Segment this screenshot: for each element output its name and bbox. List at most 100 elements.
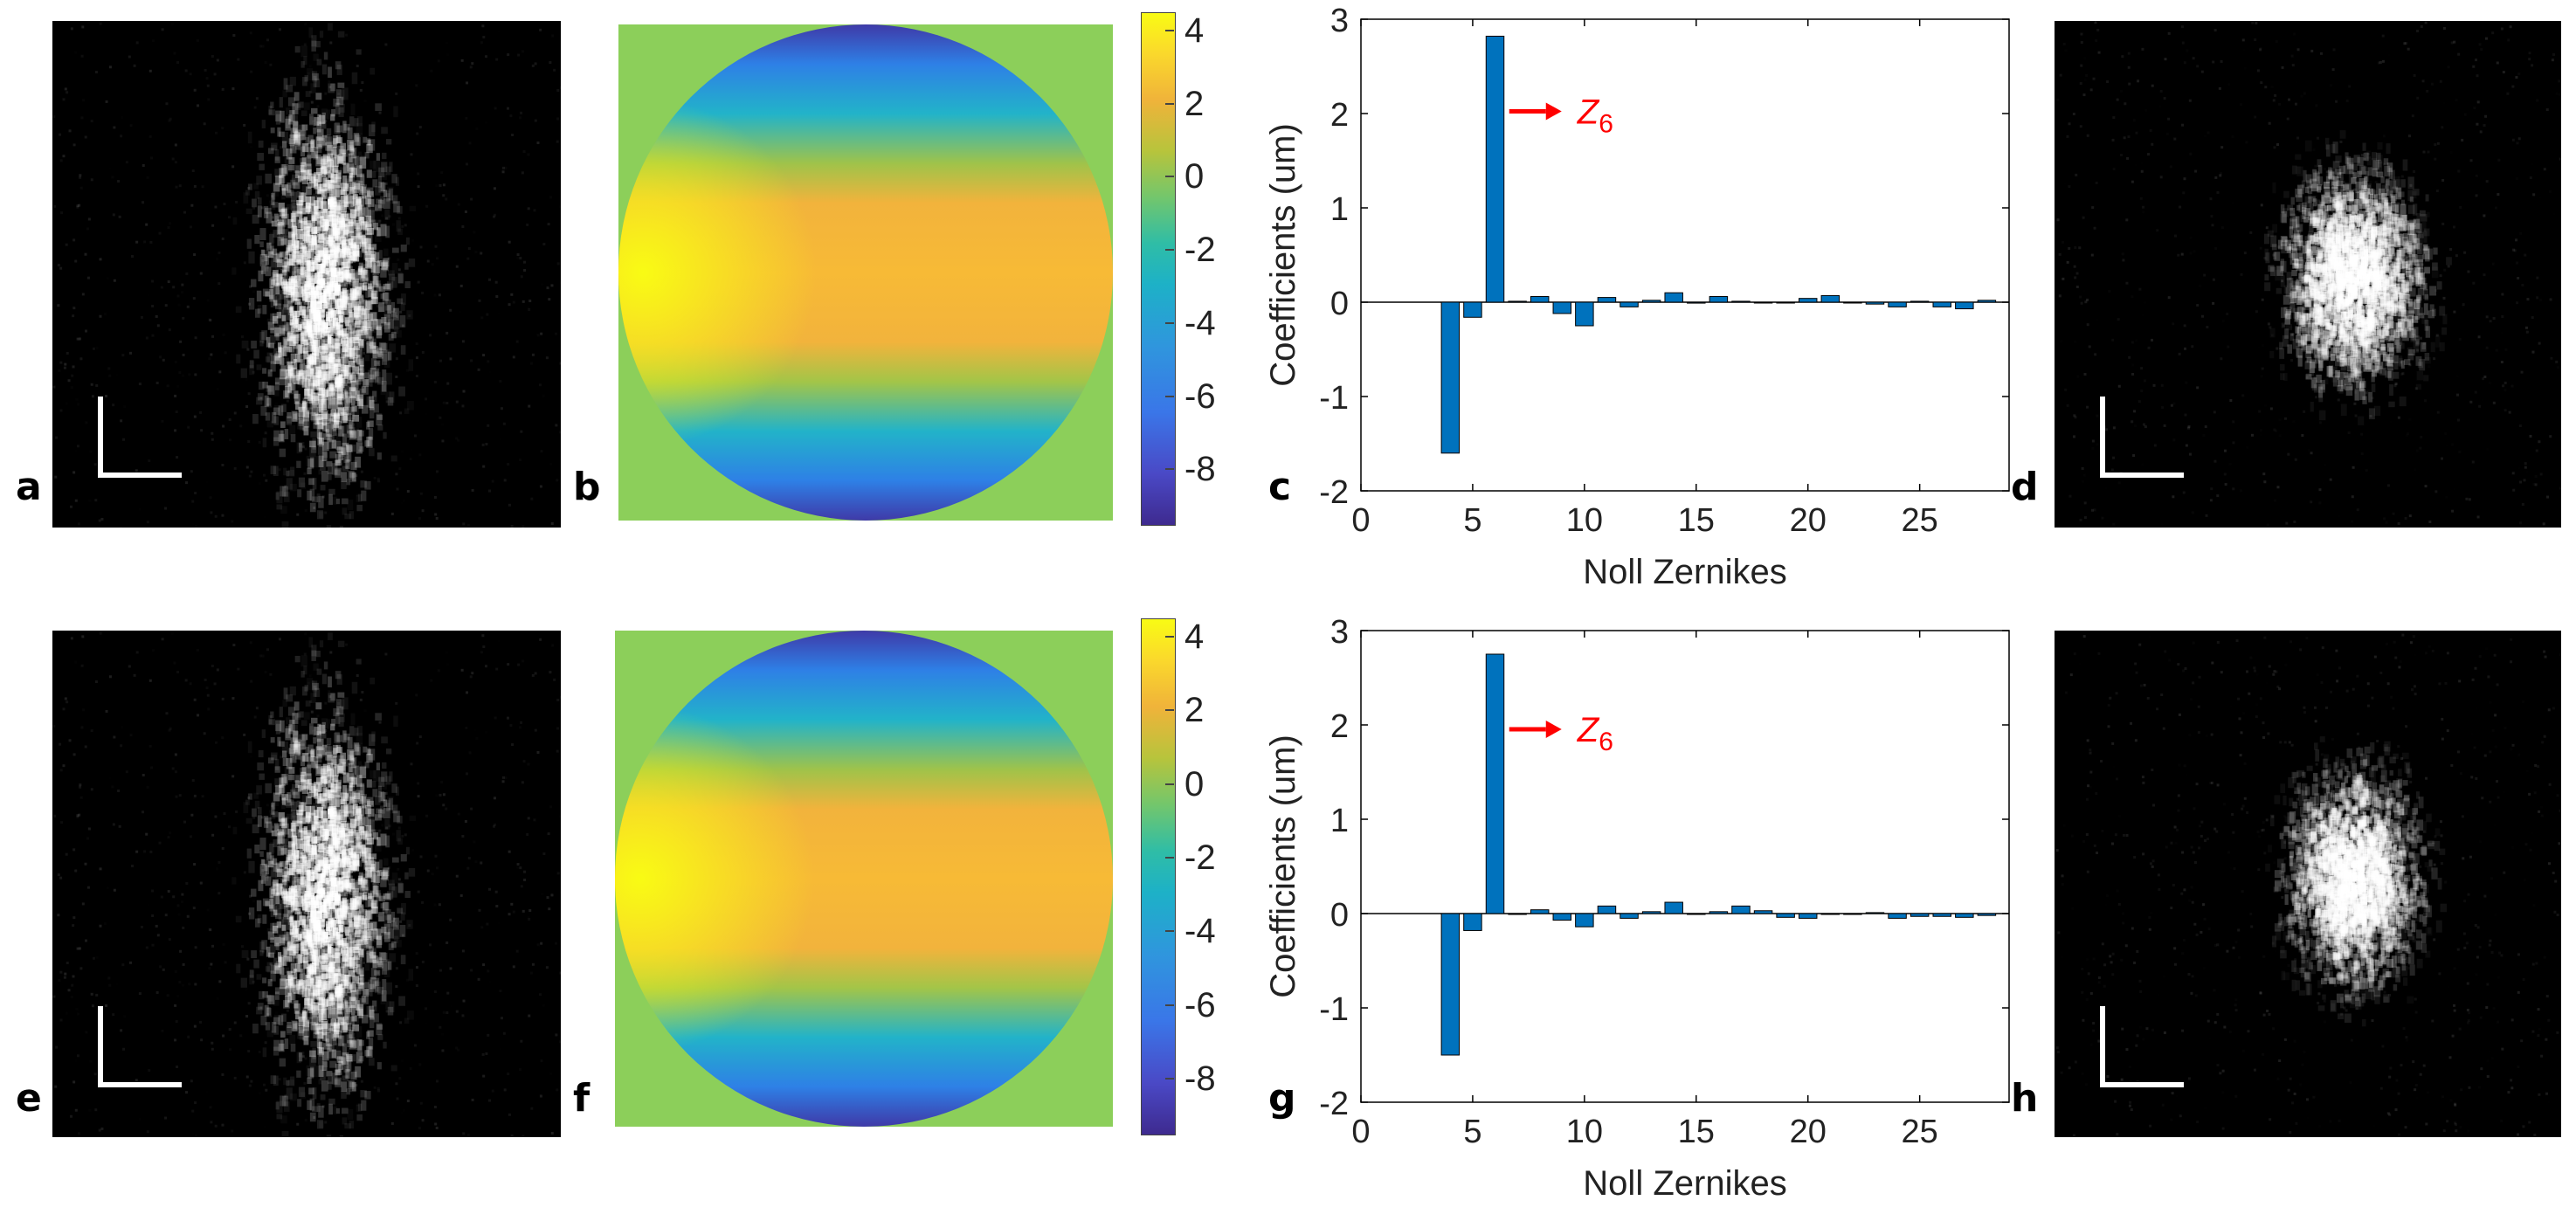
x-tick-label: 25 bbox=[1902, 1114, 1938, 1150]
panel-letter-b: b bbox=[573, 465, 601, 509]
y-tick-label: 1 bbox=[1330, 803, 1349, 839]
bar bbox=[1731, 905, 1751, 914]
bar bbox=[1955, 913, 1974, 918]
colorbar-tick-mark bbox=[1165, 395, 1174, 397]
bar bbox=[1820, 294, 1840, 303]
phase-disk bbox=[618, 24, 1113, 521]
plot-area bbox=[1360, 630, 2010, 1103]
speckle-pattern bbox=[2056, 21, 2561, 526]
bar bbox=[1798, 913, 1818, 919]
colorbar-tick-label: -4 bbox=[1184, 303, 1216, 342]
x-tick-label: 20 bbox=[1790, 1114, 1827, 1150]
bar bbox=[1731, 300, 1751, 303]
bar bbox=[1798, 298, 1818, 303]
bar bbox=[1709, 911, 1729, 914]
colorbar-tick-mark bbox=[1165, 321, 1174, 324]
bar bbox=[1552, 301, 1572, 314]
y-axis-label: Coefficients (um) bbox=[1264, 735, 1302, 998]
scale-bar bbox=[98, 397, 182, 478]
colorbar-tick-mark bbox=[1165, 1077, 1174, 1080]
bar bbox=[1865, 912, 1885, 914]
bar bbox=[1910, 300, 1930, 303]
bar bbox=[1753, 910, 1773, 914]
y-tick-label: -1 bbox=[1319, 991, 1349, 1028]
bar bbox=[1955, 301, 1974, 310]
bar bbox=[1641, 300, 1661, 303]
bar bbox=[1440, 301, 1461, 454]
colorbar bbox=[1141, 618, 1176, 1135]
bar bbox=[1776, 913, 1795, 918]
x-tick-label: 0 bbox=[1351, 1114, 1370, 1150]
annotation-arrow-head bbox=[1545, 102, 1562, 121]
bar bbox=[1932, 913, 1951, 917]
bar bbox=[1552, 913, 1572, 921]
bar bbox=[1753, 301, 1773, 304]
colorbar-tick-label: -6 bbox=[1184, 376, 1216, 416]
x-tick-label: 15 bbox=[1678, 1114, 1715, 1150]
x-tick-label: 5 bbox=[1463, 1114, 1481, 1150]
speckle-pattern bbox=[2055, 633, 2561, 1137]
phase-disk bbox=[615, 631, 1113, 1127]
y-tick-label: 2 bbox=[1330, 708, 1349, 745]
colorbar-tick-mark bbox=[1165, 176, 1174, 178]
speckle-image-d bbox=[2055, 21, 2561, 528]
bar bbox=[1776, 301, 1795, 304]
annotation-label-main: Z bbox=[1577, 711, 1600, 749]
bar bbox=[1888, 913, 1907, 919]
y-tick-label: -2 bbox=[1319, 1086, 1349, 1122]
x-axis-label: Noll Zernikes bbox=[1583, 1164, 1786, 1203]
bar bbox=[1485, 35, 1505, 303]
speckle-pattern bbox=[52, 631, 561, 1137]
bar bbox=[1463, 301, 1482, 318]
bar bbox=[1619, 913, 1639, 919]
panel-letter-c: c bbox=[1268, 465, 1292, 509]
zernike-bar-chart-g: -2 -1 0 1 2 3 0 5 10 15 20 25 Noll Zernikes Coefficie… bbox=[1264, 614, 2010, 1203]
x-tick-label: 15 bbox=[1678, 502, 1715, 539]
bar bbox=[1530, 909, 1550, 914]
panel-letter-f: f bbox=[573, 1076, 590, 1121]
annotation-label-subscript: 6 bbox=[1599, 728, 1613, 756]
x-tick-label: 5 bbox=[1463, 502, 1481, 539]
annotation-label-main: Z bbox=[1577, 93, 1600, 131]
y-tick-label: 0 bbox=[1330, 286, 1349, 322]
bar bbox=[1910, 913, 1930, 917]
colorbar-tick-label: 0 bbox=[1184, 764, 1205, 804]
bar bbox=[1575, 301, 1594, 327]
bar bbox=[1664, 292, 1683, 303]
colorbar-tick-mark bbox=[1165, 783, 1174, 785]
colorbar-tick-mark bbox=[1165, 249, 1174, 252]
bar bbox=[1575, 913, 1594, 928]
bar bbox=[1597, 297, 1617, 303]
bar bbox=[1597, 905, 1617, 914]
bar bbox=[1619, 301, 1639, 307]
bar bbox=[1977, 300, 1997, 303]
phase-map-f bbox=[615, 631, 1113, 1127]
colorbar-tick-label: -6 bbox=[1184, 985, 1216, 1024]
y-tick-label: 0 bbox=[1330, 897, 1349, 934]
x-tick-label: 20 bbox=[1790, 502, 1827, 539]
x-tick-label: 10 bbox=[1566, 1114, 1603, 1150]
panel-letter-d: d bbox=[2011, 465, 2039, 509]
colorbar-tick-label: -2 bbox=[1184, 231, 1216, 270]
colorbar-tick-label: 2 bbox=[1184, 84, 1205, 123]
colorbar-tick-label: -8 bbox=[1184, 450, 1216, 489]
panel-letter-h: h bbox=[2011, 1076, 2039, 1121]
colorbar-tick-mark bbox=[1165, 930, 1174, 933]
bar bbox=[1687, 301, 1706, 304]
annotation-arrow-head bbox=[1545, 721, 1562, 738]
colorbar-tick-mark bbox=[1165, 102, 1174, 105]
plot-area bbox=[1360, 18, 2010, 492]
y-tick-label: 3 bbox=[1330, 614, 1349, 651]
x-tick-label: 25 bbox=[1902, 502, 1938, 539]
x-tick-label: 0 bbox=[1351, 502, 1370, 539]
y-axis-label: Coefficients (um) bbox=[1264, 123, 1302, 387]
colorbar-tick-mark bbox=[1165, 709, 1174, 712]
colorbar-tick-label: 4 bbox=[1184, 10, 1205, 50]
panel-letter-a: a bbox=[16, 465, 42, 509]
bar bbox=[1888, 301, 1907, 307]
y-tick-label: -2 bbox=[1319, 474, 1349, 511]
colorbar-tick-mark bbox=[1165, 29, 1174, 31]
bar bbox=[1463, 913, 1482, 931]
bar bbox=[1664, 901, 1683, 914]
speckle-pattern bbox=[52, 22, 561, 528]
